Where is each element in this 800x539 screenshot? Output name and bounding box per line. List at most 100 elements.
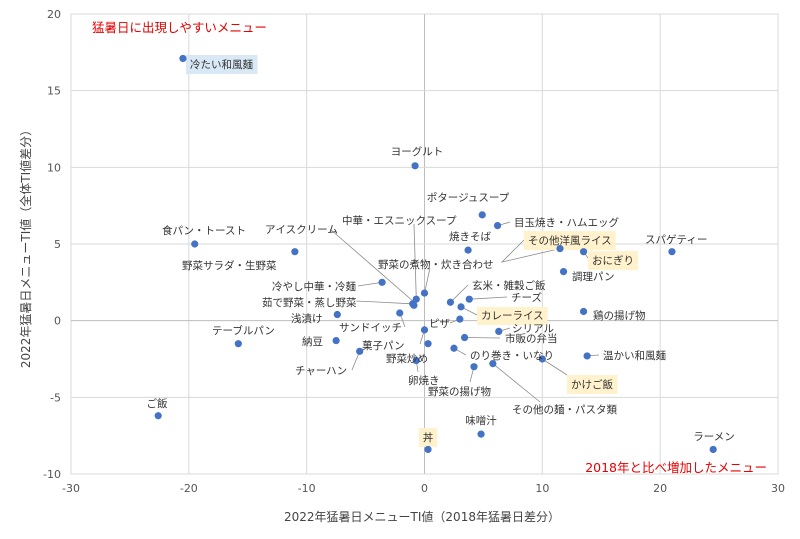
point-label: 市販の弁当 <box>505 332 558 345</box>
y-tick-label: -5 <box>50 391 61 404</box>
data-point <box>456 315 464 323</box>
point-label: 野菜サラダ・生野菜 <box>182 259 277 272</box>
point-label: ピザ <box>429 318 450 330</box>
x-axis-label: 2022年猛暑日メニューTI値（2018年猛暑日差分） <box>284 509 560 524</box>
point-label: 鶏の揚げ物 <box>593 309 646 322</box>
label-highlight <box>567 375 618 394</box>
point-label: アイスクリーム <box>265 224 338 236</box>
data-point <box>478 211 486 219</box>
point-label: 野菜の揚げ物 <box>428 385 491 398</box>
point-label: その他の麺・パスタ類 <box>512 403 617 416</box>
data-point <box>409 300 417 308</box>
point-label: チーズ <box>511 291 542 304</box>
leader-line <box>492 363 541 403</box>
data-point <box>420 326 429 334</box>
point-label: スパゲティー <box>645 234 707 246</box>
data-point <box>179 54 187 63</box>
leader-line <box>355 300 413 305</box>
point-label: 冷たい和風麺 <box>190 58 253 71</box>
data-point <box>465 295 473 303</box>
point-label: 味噌汁 <box>465 414 497 427</box>
label-highlight <box>186 55 258 74</box>
data-point <box>154 412 162 420</box>
x-tick-label: -20 <box>180 482 198 495</box>
data-point <box>460 333 469 342</box>
point-label: ご飯 <box>147 397 168 410</box>
data-point <box>291 248 299 256</box>
point-label: 野菜の煮物・炊き合わせ <box>378 258 494 271</box>
x-tick-label: 10 <box>535 482 549 495</box>
tick-labels: -30 -20 -10 0 10 20 30 -10 -5 0 5 10 15 20 <box>43 8 785 495</box>
point-label: 卵焼き <box>408 375 440 387</box>
data-point <box>457 303 465 311</box>
y-tick-label: 20 <box>47 8 61 21</box>
data-point <box>470 363 478 371</box>
label-highlights <box>186 55 638 447</box>
data-point <box>579 307 588 316</box>
x-tick-label: -10 <box>298 482 316 495</box>
data-point <box>234 340 242 348</box>
data-point <box>333 310 341 319</box>
leader-line <box>542 358 568 376</box>
point-label: おにぎり <box>592 254 634 267</box>
y-tick-label: -10 <box>43 468 61 481</box>
data-point <box>356 347 364 355</box>
point-label: 納豆 <box>302 335 323 348</box>
leader-line <box>424 267 431 294</box>
point-label: サンドイッチ <box>339 322 402 334</box>
leader-line <box>469 296 508 300</box>
data-point <box>450 344 458 352</box>
leader-line <box>450 284 469 303</box>
leader-line <box>357 281 383 287</box>
x-tick-label: 20 <box>653 482 667 495</box>
data-point <box>332 337 340 345</box>
y-axis-label: 2022年猛暑日メニューTI値（全体TI値差分） <box>18 124 33 368</box>
data-point <box>412 356 420 365</box>
data-point <box>583 352 591 360</box>
y-tick-label: 10 <box>47 161 61 174</box>
data-points <box>154 54 717 454</box>
data-point <box>446 298 455 306</box>
point-label: テーブルパン <box>212 324 275 337</box>
point-label: 食パン・トースト <box>162 224 246 237</box>
data-point <box>559 268 568 276</box>
point-label: 浅漬け <box>291 312 323 325</box>
point-label: 玄米・雑穀ご飯 <box>472 279 546 292</box>
point-label: ポタージュスープ <box>427 192 510 204</box>
point-label: カレーライス <box>481 310 544 322</box>
data-point <box>495 327 503 335</box>
point-label: チャーハン <box>295 365 347 377</box>
x-tick-label: 30 <box>771 482 785 495</box>
point-label: シリアル <box>512 323 554 335</box>
label-highlight <box>418 428 438 447</box>
y-tick-label: 5 <box>54 238 61 251</box>
data-point <box>556 245 564 253</box>
data-point <box>579 248 588 256</box>
point-label: 茹で野菜・蒸し野菜 <box>262 296 357 309</box>
point-label: 中華・エスニックスープ <box>342 214 457 227</box>
point-label: その他洋風ライス <box>528 234 612 247</box>
point-label: 目玉焼き・ハムエッグ <box>514 216 619 229</box>
leader-line <box>413 223 417 300</box>
data-point <box>668 248 676 256</box>
annotation-top-left: 猛暑日に出現しやすいメニュー <box>92 20 267 35</box>
point-label: ラーメン <box>693 431 735 443</box>
data-point <box>420 289 429 297</box>
point-label: 冷やし中華・冷麺 <box>272 280 356 293</box>
data-point <box>424 445 432 454</box>
data-point <box>464 246 472 254</box>
point-label: 焼きそば <box>449 231 491 243</box>
label-highlight <box>477 307 548 325</box>
data-point <box>424 340 432 348</box>
leader-line <box>500 239 561 263</box>
data-point <box>396 309 404 317</box>
data-point <box>411 162 419 170</box>
label-highlight <box>524 231 616 250</box>
point-label: 調理パン <box>572 270 615 283</box>
point-label: 菓子パン <box>362 340 405 352</box>
data-point <box>477 430 485 438</box>
data-point <box>493 222 502 230</box>
label-highlight <box>588 251 638 270</box>
